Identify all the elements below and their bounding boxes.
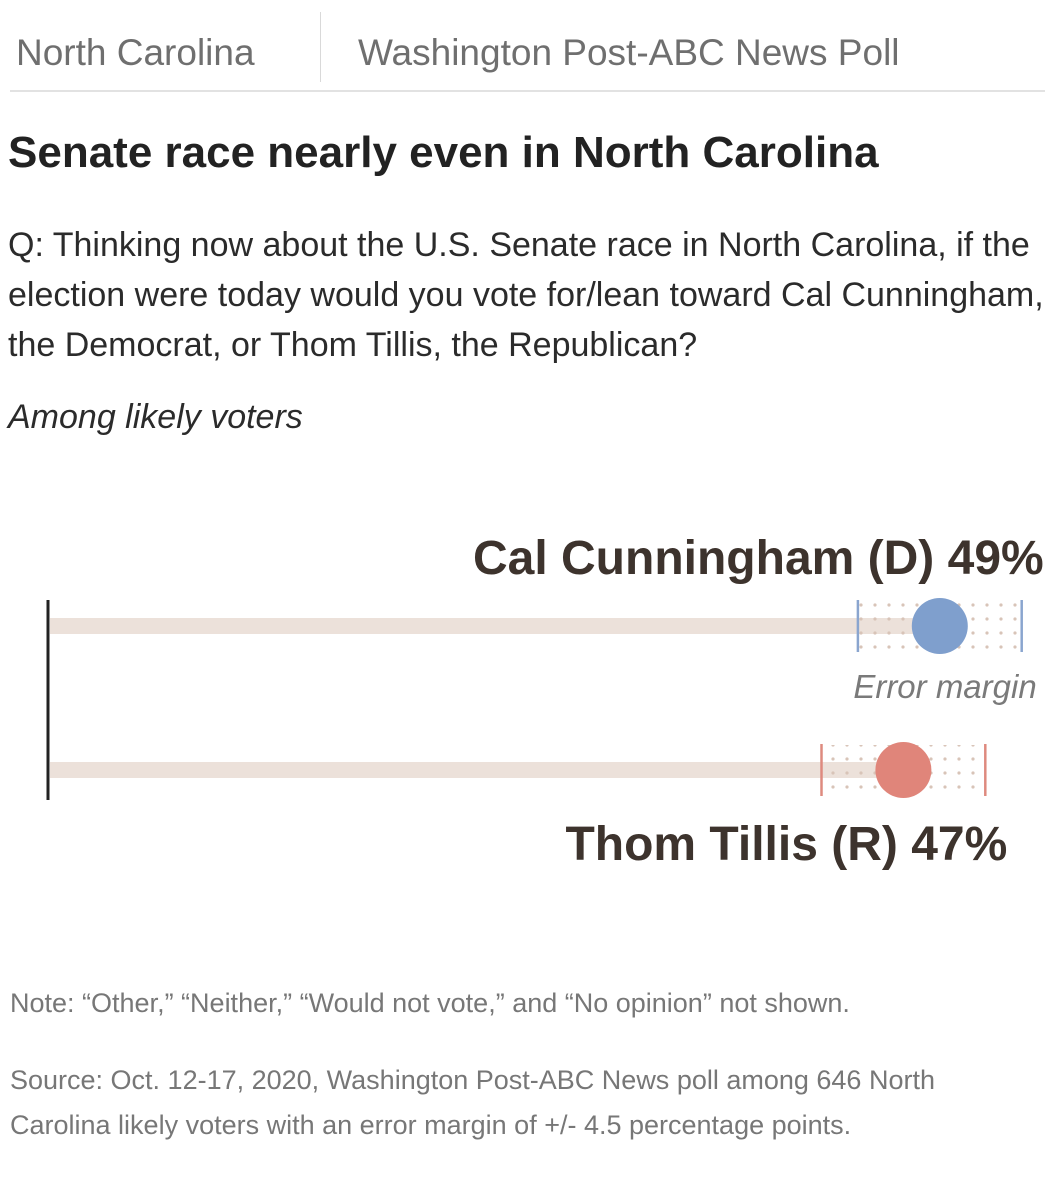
header: North Carolina Washington Post-ABC News … [0,10,1045,92]
bar-track-thom-tillis-r [50,762,904,778]
series-label-cal-cunningham-d: Cal Cunningham (D) 49% [473,532,1044,585]
series-label-thom-tillis-r: Thom Tillis (R) 47% [565,818,1007,871]
kicker-poll: Washington Post-ABC News Poll [358,32,900,73]
error-margin-annotation: Error margin [853,668,1036,705]
kicker-state: North Carolina [16,32,255,73]
bar-track-cal-cunningham-d [50,618,940,634]
chart-note: Note: “Other,” “Neither,” “Would not vot… [10,988,850,1018]
data-point-cal-cunningham-d [911,598,968,654]
header-rule [10,90,1045,92]
data-point-thom-tillis-r [875,742,932,798]
kicker-divider [320,12,321,82]
chart-source: Source: Oct. 12-17, 2020, Washington Pos… [10,1065,935,1140]
dot-range-chart: Cal Cunningham (D) 49% Thom Tillis (R) 47… [46,532,1044,871]
survey-question: Q: Thinking now about the U.S. Senate ra… [8,226,1044,364]
population-label: Among likely voters [8,398,303,436]
chart-title: Senate race nearly even in North Carolin… [8,128,879,177]
